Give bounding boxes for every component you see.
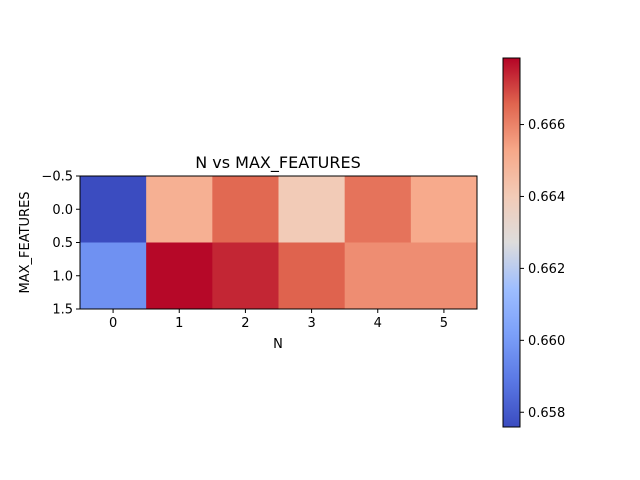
y-tick-label: 0.5 (52, 236, 73, 251)
heatmap-cell (344, 242, 412, 310)
y-axis-label: MAX_FEATURES (18, 191, 33, 293)
y-tick-label: −0.5 (41, 170, 73, 185)
colorbar-tick-label: 0.660 (528, 334, 565, 349)
y-tick-label: 0.0 (52, 203, 73, 218)
x-tick-label: 3 (307, 316, 315, 331)
x-tick-label: 0 (109, 316, 117, 331)
heatmap-cells (80, 176, 478, 310)
x-axis-ticks: 0 1 2 3 4 5 (109, 309, 448, 331)
colorbar-tick-label: 0.658 (528, 406, 565, 421)
heatmap-cell (146, 176, 213, 243)
colorbar-tick-label: 0.666 (528, 118, 565, 133)
heatmap-cell (278, 242, 346, 310)
heatmap-cell (278, 176, 346, 243)
x-tick-label: 4 (374, 316, 382, 331)
colorbar-tick-label: 0.662 (528, 262, 565, 277)
heatmap-cell (410, 176, 478, 243)
heatmap-cell (212, 176, 279, 243)
heatmap-cell (410, 242, 478, 310)
x-tick-label: 5 (440, 316, 448, 331)
x-tick-label: 1 (175, 316, 183, 331)
x-tick-label: 2 (241, 316, 249, 331)
colorbar-tick-label: 0.664 (528, 190, 565, 205)
x-axis-label: N (273, 337, 283, 352)
colorbar-ticks: 0.658 0.660 0.662 0.664 0.666 (520, 118, 565, 421)
chart-title: N vs MAX_FEATURES (195, 153, 361, 173)
heatmap-cell (212, 242, 279, 310)
heatmap-cell (80, 176, 147, 243)
heatmap-cell (344, 176, 412, 243)
y-tick-label: 1.0 (52, 269, 73, 284)
heatmap-cell (146, 242, 213, 310)
y-axis-ticks: −0.5 0.0 0.5 1.0 1.5 (41, 170, 80, 318)
heatmap-cell (80, 242, 147, 310)
colorbar (502, 57, 521, 428)
y-tick-label: 1.5 (52, 303, 73, 318)
